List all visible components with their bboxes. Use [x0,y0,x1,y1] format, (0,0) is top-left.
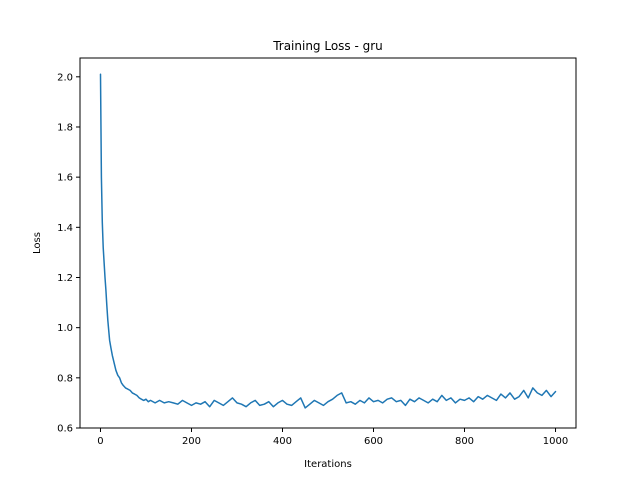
y-axis-title: Loss [32,232,43,254]
loss-series-line [99,73,557,409]
x-axis-title: Iterations [304,459,352,470]
x-tick-label: 200 [182,436,201,447]
chart-title: Training Loss - gru [272,39,383,53]
x-tick-label: 0 [97,436,103,447]
y-tick-label: 1.8 [57,122,73,133]
y-tick-label: 1.6 [57,173,73,184]
y-tick-label: 1.4 [57,223,73,234]
x-tick-label: 400 [273,436,292,447]
y-tick-label: 0.6 [57,424,73,435]
x-tick-label: 600 [364,436,383,447]
y-tick-label: 1.0 [57,323,73,334]
x-axis: 0 200 400 600 800 1000 [97,428,568,447]
y-axis: 0.6 0.8 1.0 1.2 1.4 1.6 1.8 2.0 [57,72,80,435]
y-tick-label: 1.2 [57,273,73,284]
y-tick-label: 2.0 [57,72,73,83]
y-tick-label: 0.8 [57,373,73,384]
x-tick-label: 800 [455,436,474,447]
x-tick-label: 1000 [543,436,568,447]
plot-area-frame [79,57,577,429]
plot-data [99,73,557,409]
